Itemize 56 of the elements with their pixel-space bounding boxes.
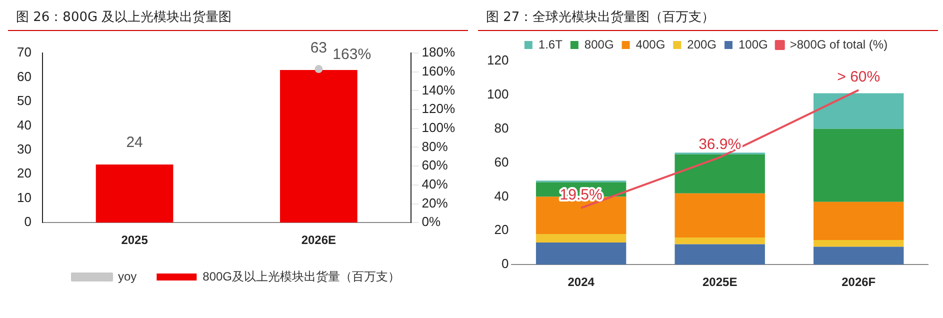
bar bbox=[536, 242, 626, 265]
y2-tick-label: 120% bbox=[422, 101, 456, 116]
bar bbox=[536, 234, 626, 243]
data-label: 163% bbox=[332, 46, 372, 64]
y2-tick-label: 40% bbox=[422, 176, 448, 192]
y-tick-label: 10 bbox=[16, 190, 32, 205]
y-tick-label: 70 bbox=[16, 44, 32, 60]
y2-tick-label: 100% bbox=[422, 120, 456, 135]
data-label: > 60% bbox=[837, 68, 880, 86]
y-tick-label: 60 bbox=[16, 68, 32, 84]
x-tick-label: 2026E bbox=[301, 233, 336, 248]
y-tick-label: 30 bbox=[16, 141, 32, 156]
y-tick-label: 0 bbox=[24, 214, 32, 230]
y-tick-label: 40 bbox=[494, 188, 509, 204]
bar bbox=[674, 154, 765, 194]
bar bbox=[814, 246, 904, 265]
y-tick-label: 50 bbox=[16, 93, 32, 108]
y2-tick-label: 60% bbox=[422, 158, 448, 173]
bar bbox=[674, 193, 765, 238]
y2-tick-label: 180% bbox=[422, 44, 456, 60]
data-label: 24 bbox=[126, 134, 143, 152]
x-tick-label: 2024 bbox=[568, 275, 595, 290]
y2-tick-label: 20% bbox=[422, 195, 448, 210]
y-tick-label: 20 bbox=[16, 166, 32, 181]
x-tick-label: 2025E bbox=[702, 275, 738, 290]
legend-label: yoy bbox=[118, 269, 137, 284]
y-tick-label: 20 bbox=[494, 222, 509, 238]
data-label: 63 bbox=[310, 40, 328, 57]
bar bbox=[814, 93, 904, 129]
legend-label: >800G of total (%) bbox=[790, 37, 888, 52]
y-tick-label: 100 bbox=[486, 86, 509, 102]
legend-label: 800G及以上光模块出货量（百万支） bbox=[202, 269, 400, 284]
y-tick-label: 60 bbox=[494, 154, 509, 170]
y2-tick-label: 160% bbox=[422, 63, 456, 78]
data-label: 36.9% bbox=[698, 136, 742, 153]
y2-tick-label: 140% bbox=[422, 82, 456, 98]
y-tick-label: 40 bbox=[16, 117, 32, 132]
legend-label: 100G bbox=[738, 37, 768, 52]
bar bbox=[674, 244, 765, 265]
x-tick-label: 2025 bbox=[121, 233, 148, 248]
bar bbox=[814, 128, 904, 202]
bar bbox=[814, 240, 904, 247]
y2-tick-label: 80% bbox=[422, 138, 448, 154]
chart-title: 图 27：全球光模块出货量图（百万支） bbox=[478, 6, 938, 31]
legend-label: 400G bbox=[636, 37, 666, 52]
legend-label: 1.6T bbox=[538, 37, 564, 52]
y-tick-label: 0 bbox=[501, 256, 509, 272]
chart-title: 图 26：800G 及以上光模块出货量图 bbox=[8, 6, 468, 31]
y-tick-label: 120 bbox=[486, 52, 509, 68]
x-tick-label: 2026F bbox=[842, 275, 876, 290]
legend-label: 200G bbox=[687, 37, 717, 52]
y-tick-label: 80 bbox=[494, 120, 509, 136]
bar bbox=[674, 237, 765, 244]
legend-label: 800G bbox=[584, 37, 614, 52]
y2-tick-label: 0% bbox=[422, 214, 441, 230]
bar bbox=[814, 202, 904, 240]
